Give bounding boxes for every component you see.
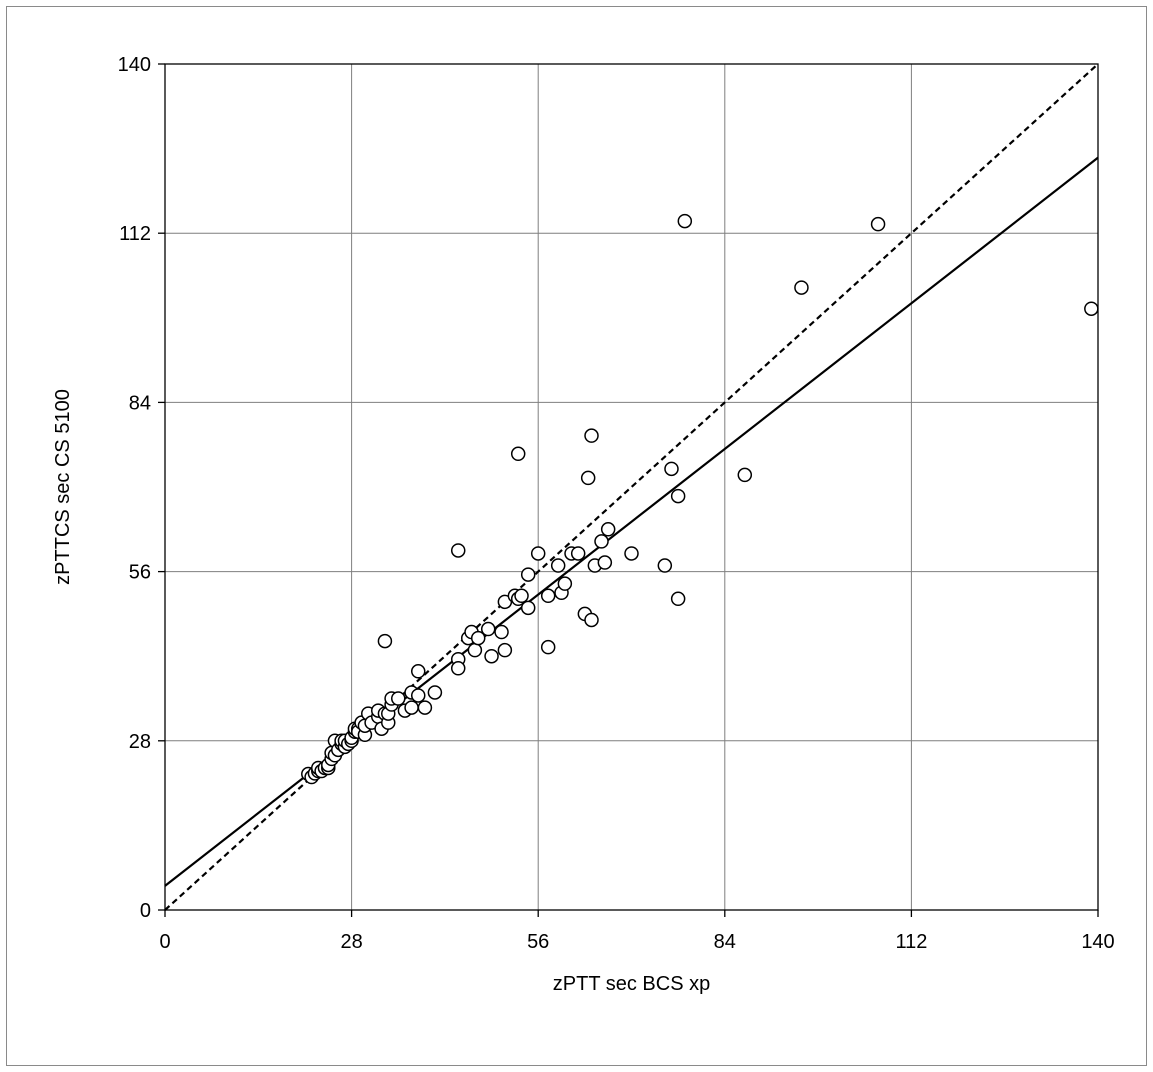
x-tick-label: 0 [159, 931, 170, 953]
data-point [530, 546, 546, 561]
data-point [600, 522, 616, 537]
plot-area [164, 63, 1099, 911]
data-point [664, 461, 679, 477]
data-point [450, 661, 466, 676]
data-point [584, 428, 599, 443]
y-tick-label: 28 [129, 731, 151, 753]
data-point [557, 576, 573, 591]
data-point [480, 621, 496, 637]
y-tick-label: 140 [118, 54, 151, 76]
data-point [470, 630, 486, 646]
data-point [484, 648, 499, 664]
data-point [870, 216, 886, 232]
scatter-chart: 0 28 56 84 112 140 0 28 56 84 112 140 zPTT sec BCS… [52, 54, 1115, 995]
data-point [677, 213, 693, 229]
data-point [410, 664, 426, 679]
fit-lines [164, 63, 1099, 911]
data-point [497, 642, 513, 658]
data-point [737, 467, 753, 483]
grid [165, 64, 1098, 910]
data-point [427, 685, 443, 700]
data-point [657, 558, 673, 573]
x-tick-label: 112 [895, 931, 927, 953]
data-point [410, 688, 426, 703]
data-point [514, 588, 529, 604]
x-tick-label: 84 [714, 931, 736, 953]
x-axis-title: zPTT sec BCS xp [553, 973, 710, 995]
data-point [520, 600, 536, 616]
y-axis: 0 28 56 84 112 140 [118, 54, 165, 922]
data-point [540, 639, 556, 655]
y-tick-label: 112 [119, 223, 151, 245]
data-point [584, 612, 599, 628]
x-tick-label: 140 [1081, 931, 1114, 953]
data-point [624, 546, 639, 561]
y-tick-label: 0 [140, 900, 151, 922]
data-point [417, 700, 433, 715]
y-axis-title: zPTTCS sec CS 5100 [52, 389, 74, 585]
data-point [794, 280, 809, 295]
data-points [301, 213, 1099, 785]
data-point [450, 543, 466, 558]
data-point [467, 642, 483, 658]
data-point [570, 546, 586, 561]
data-point [404, 700, 419, 715]
data-point [597, 555, 613, 570]
data-point [391, 691, 406, 706]
x-axis: 0 28 56 84 112 140 [159, 910, 1115, 953]
y-tick-label: 56 [129, 562, 151, 584]
data-point [580, 470, 596, 486]
chart-frame: 0 28 56 84 112 140 0 28 56 84 112 140 zPTT sec BCS… [6, 6, 1147, 1066]
data-point [510, 446, 526, 462]
data-point [540, 588, 556, 604]
y-tick-label: 84 [129, 392, 151, 414]
x-tick-label: 28 [340, 931, 362, 953]
data-point [494, 624, 509, 640]
data-point [1084, 301, 1099, 316]
data-point [594, 534, 609, 549]
data-point [670, 591, 686, 607]
x-tick-label: 56 [527, 931, 549, 953]
data-point [520, 567, 536, 582]
data-point [377, 633, 393, 649]
data-point [550, 558, 566, 573]
identity-line [164, 63, 1099, 911]
data-point [670, 488, 686, 504]
